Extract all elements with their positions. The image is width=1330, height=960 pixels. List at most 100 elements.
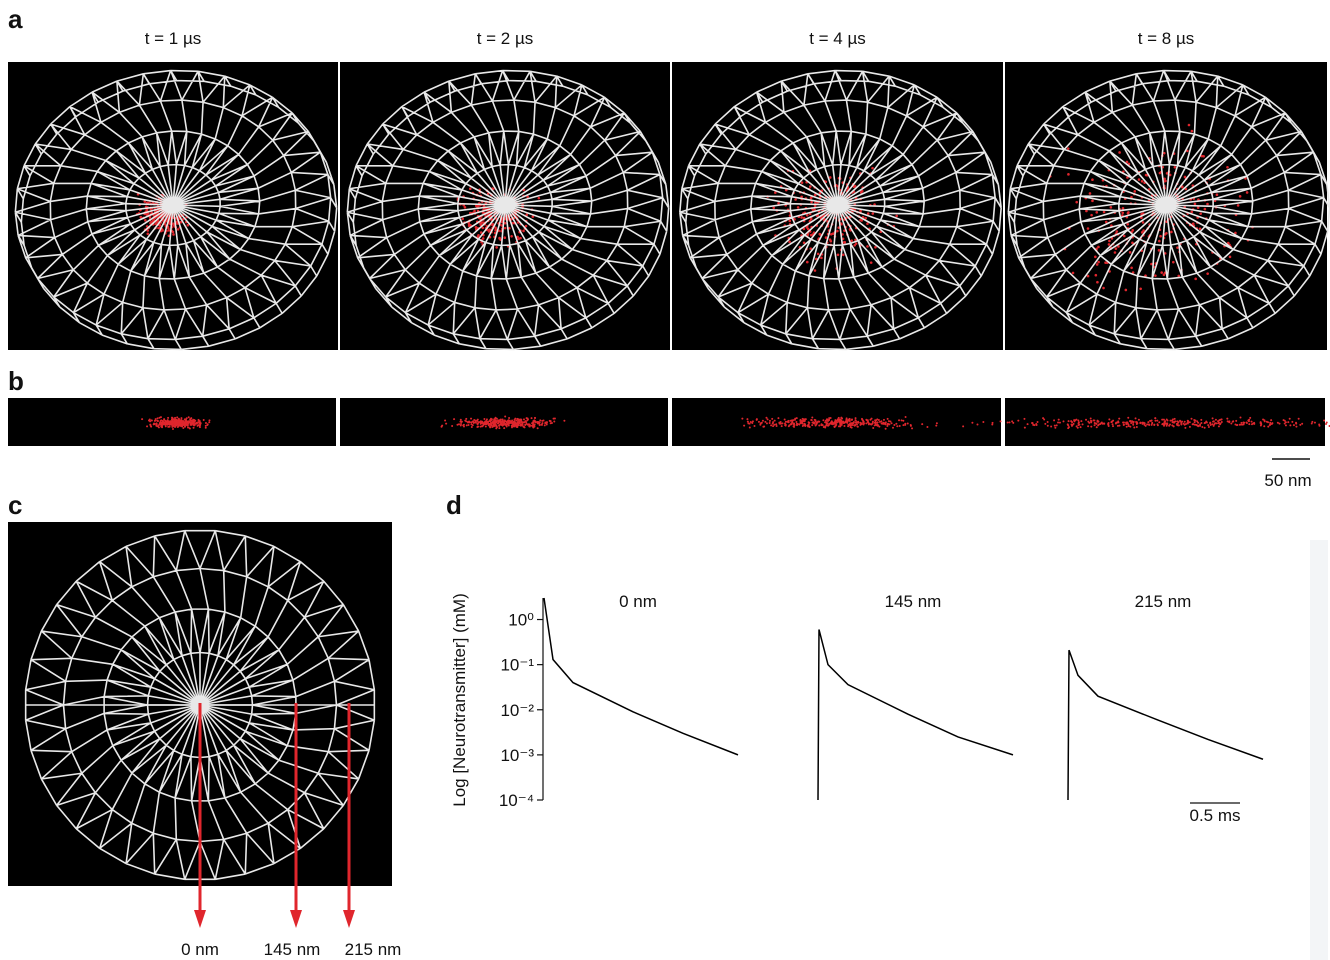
particle xyxy=(527,418,529,420)
particle xyxy=(1072,272,1075,275)
particle xyxy=(509,422,511,424)
particle xyxy=(1139,422,1141,424)
particle xyxy=(794,418,796,420)
particle xyxy=(538,422,540,424)
particle xyxy=(832,423,834,425)
particle xyxy=(1154,274,1157,277)
particle xyxy=(1215,422,1217,424)
particle xyxy=(1266,421,1268,423)
particle xyxy=(840,417,842,419)
particle xyxy=(1215,419,1217,421)
particle xyxy=(495,246,498,249)
particle xyxy=(895,423,897,425)
particle xyxy=(1184,421,1186,423)
particle xyxy=(184,426,186,428)
particle xyxy=(1218,425,1220,427)
particle xyxy=(1125,423,1127,425)
particle xyxy=(769,420,771,422)
particle xyxy=(1097,261,1100,264)
particle xyxy=(818,425,820,427)
particle xyxy=(895,215,898,218)
particle xyxy=(1000,420,1002,422)
particle xyxy=(171,421,173,423)
particle xyxy=(1062,420,1064,422)
particle xyxy=(477,426,479,428)
particle xyxy=(1263,425,1265,427)
particle xyxy=(1080,426,1082,428)
particle xyxy=(1164,422,1166,424)
particle xyxy=(1206,203,1209,206)
particle xyxy=(867,212,870,215)
particle xyxy=(172,233,175,236)
particle xyxy=(539,424,541,426)
particle xyxy=(471,426,473,428)
particle xyxy=(776,425,778,427)
particle xyxy=(517,421,519,423)
particle xyxy=(165,423,167,425)
particle xyxy=(1163,425,1165,427)
particle xyxy=(477,419,479,421)
particle xyxy=(1115,247,1118,250)
particle xyxy=(777,417,779,419)
particle xyxy=(804,425,806,427)
particle xyxy=(1180,423,1182,425)
particle xyxy=(1174,166,1177,169)
particle xyxy=(504,416,506,418)
particle xyxy=(544,424,546,426)
particle xyxy=(522,426,524,428)
particle xyxy=(464,206,467,209)
particle xyxy=(851,424,853,426)
particle xyxy=(485,425,487,427)
particle xyxy=(774,420,776,422)
figure: a b c d t = 1 µst = 2 µst = 4 µst = 8 µs… xyxy=(0,0,1330,960)
particle xyxy=(1118,151,1121,154)
particle xyxy=(1293,424,1295,426)
particle xyxy=(1090,214,1093,217)
particle xyxy=(1090,417,1092,419)
particle xyxy=(193,427,195,429)
particle xyxy=(505,421,507,423)
particle xyxy=(870,261,873,264)
particle xyxy=(1118,418,1120,420)
particle xyxy=(1130,266,1133,269)
particle xyxy=(899,425,901,427)
particle xyxy=(472,424,474,426)
particle xyxy=(1208,426,1210,428)
particle xyxy=(849,426,851,428)
particle xyxy=(809,426,811,428)
particle xyxy=(517,424,519,426)
particle xyxy=(810,234,813,237)
particle xyxy=(1130,422,1132,424)
particle xyxy=(504,227,507,230)
particle xyxy=(1314,422,1316,424)
particle xyxy=(1111,421,1113,423)
particle xyxy=(553,421,555,423)
particle xyxy=(186,421,188,423)
particle xyxy=(822,424,824,426)
particle xyxy=(1323,420,1325,422)
particle xyxy=(866,419,868,421)
particle xyxy=(1229,256,1232,259)
particle xyxy=(1017,420,1019,422)
particle xyxy=(1287,421,1289,423)
particle xyxy=(824,426,826,428)
particle xyxy=(1207,424,1209,426)
particle xyxy=(1123,421,1125,423)
particle xyxy=(1189,421,1191,423)
particle xyxy=(176,422,178,424)
particle xyxy=(1032,424,1034,426)
particle xyxy=(1072,424,1074,426)
particle xyxy=(1024,427,1026,429)
particle xyxy=(784,424,786,426)
particle xyxy=(1096,281,1099,284)
particle xyxy=(144,219,147,222)
position-label: 145 nm xyxy=(264,940,321,959)
particle xyxy=(176,424,178,426)
particle xyxy=(1271,422,1273,424)
particle xyxy=(1156,420,1158,422)
particle xyxy=(1107,424,1109,426)
particle xyxy=(859,219,862,222)
particle xyxy=(480,423,482,425)
particle xyxy=(836,230,839,233)
particle xyxy=(1181,421,1183,423)
